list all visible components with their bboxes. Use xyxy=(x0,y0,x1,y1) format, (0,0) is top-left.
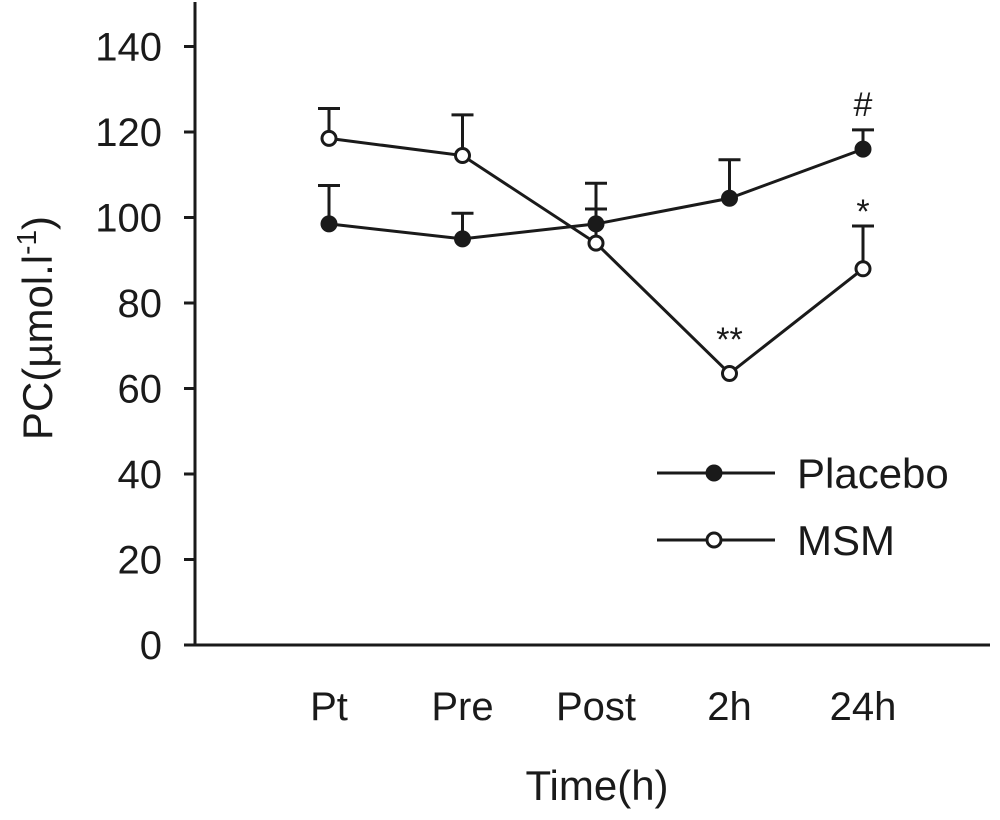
data-point xyxy=(320,215,338,233)
data-point xyxy=(721,365,738,383)
x-axis-title: Time(h) xyxy=(525,762,668,809)
data-point xyxy=(454,147,471,165)
significance-marker: * xyxy=(856,193,869,231)
data-point xyxy=(587,234,605,252)
series-line xyxy=(328,136,864,376)
legend-msm-marker xyxy=(705,531,723,549)
y-tick-label: 100 xyxy=(95,197,162,241)
y-tick-label: 20 xyxy=(118,539,163,583)
y-tick-label: 0 xyxy=(140,624,162,668)
x-tick-label: 24h xyxy=(830,685,897,729)
legend: Placebo MSM xyxy=(657,450,949,564)
data-point xyxy=(454,230,471,248)
x-tick-label: Post xyxy=(556,685,636,729)
series-msm xyxy=(318,106,874,383)
y-axis-title: PC(µmol.l-1) xyxy=(11,216,61,440)
data-point xyxy=(854,260,872,278)
data-point xyxy=(854,140,872,158)
y-tick-label: 60 xyxy=(118,368,163,412)
significance-marker: # xyxy=(854,86,873,124)
y-axis-title-close: ) xyxy=(14,216,61,230)
x-ticks: Pt Pre Post 2h 24h xyxy=(310,685,896,729)
x-tick-label: 2h xyxy=(707,685,752,729)
x-tick-label: Pre xyxy=(431,685,493,729)
x-tick-label: Pt xyxy=(310,685,348,729)
y-axis-title-main: PC(µmol.l xyxy=(14,255,61,440)
data-point xyxy=(320,129,338,147)
y-tick-label: 80 xyxy=(118,282,163,326)
legend-placebo-label: Placebo xyxy=(797,450,949,497)
y-axis-title-superscript: -1 xyxy=(11,230,42,255)
y-tick-label: 40 xyxy=(118,453,163,497)
y-ticks: 0 20 40 60 80 100 120 140 xyxy=(95,26,195,668)
legend-placebo-marker xyxy=(705,464,723,482)
annotations: #*** xyxy=(716,86,872,359)
significance-marker: ** xyxy=(716,321,742,359)
legend-msm-label: MSM xyxy=(797,517,895,564)
y-tick-label: 120 xyxy=(95,111,162,155)
y-tick-label: 140 xyxy=(95,26,162,70)
series-layer xyxy=(318,106,874,383)
data-point xyxy=(721,189,738,207)
